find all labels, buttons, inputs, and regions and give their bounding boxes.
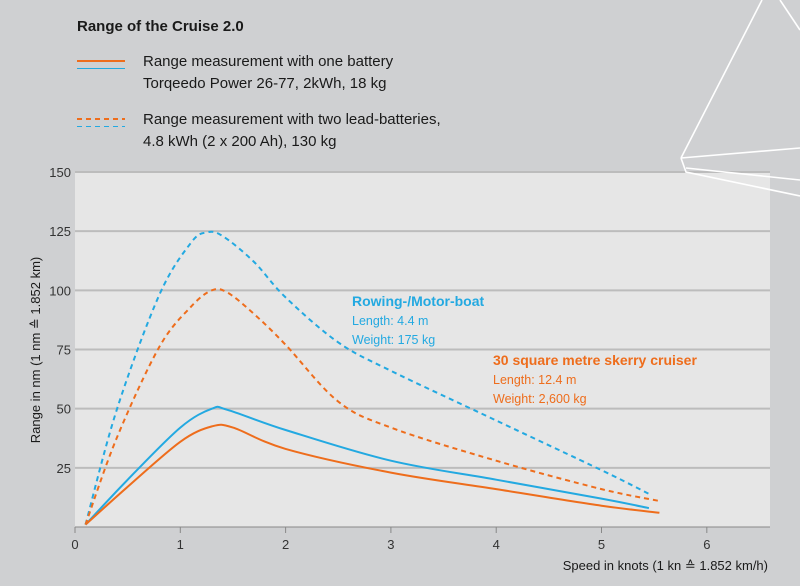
y-axis-label: Range in nm (1 nm ≙ 1.852 km) — [28, 257, 43, 443]
x-tick-label-1: 1 — [177, 537, 184, 552]
legend-dashed-line2: 4.8 kWh (2 x 200 Ah), 130 kg — [143, 133, 337, 150]
x-tick-label-0: 0 — [71, 537, 78, 552]
series-line-2-orange-solid — [84, 423, 660, 526]
solid-line-swatch — [77, 60, 125, 69]
x-tick-label-6: 6 — [703, 537, 710, 552]
y-tick-label-100: 100 — [49, 283, 71, 298]
dashed-line-swatch — [77, 118, 125, 127]
boat2-length: Length: 12.4 m — [493, 373, 576, 387]
x-tick-label-3: 3 — [387, 537, 394, 552]
y-tick-label-125: 125 — [49, 224, 71, 239]
y-tick-label-50: 50 — [57, 402, 71, 417]
x-tick-label-5: 5 — [598, 537, 605, 552]
boat2-weight: Weight: 2,600 kg — [493, 392, 587, 406]
boat1-weight: Weight: 175 kg — [352, 333, 435, 347]
series-line-3-blue-dashed — [84, 230, 650, 525]
legend-solid-line1: Range measurement with one battery — [143, 53, 394, 70]
y-tick-label-150: 150 — [49, 165, 71, 180]
x-tick-label-2: 2 — [282, 537, 289, 552]
boat2-title: 30 square metre skerry cruiser — [493, 352, 697, 368]
legend-dashed-line1: Range measurement with two lead-batterie… — [143, 111, 441, 128]
boat2-annotation: 30 square metre skerry cruiser Length: 1… — [493, 352, 697, 406]
y-tick-label-25: 25 — [57, 461, 71, 476]
y-tick-label-75: 75 — [57, 343, 71, 358]
series-line-4-orange-dashed — [84, 288, 660, 525]
x-tick-label-4: 4 — [493, 537, 500, 552]
gridlines — [75, 171, 770, 469]
sail-outline-decoration — [680, 0, 800, 197]
chart-title: Range of the Cruise 2.0 — [77, 18, 244, 35]
series-line-1-blue-solid — [84, 405, 650, 526]
legend-solid-line2: Torqeedo Power 26-77, 2kWh, 18 kg — [143, 75, 387, 92]
boat1-title: Rowing-/Motor-boat — [352, 293, 485, 309]
boat1-length: Length: 4.4 m — [352, 314, 428, 328]
axis-ticks: 0 1 2 3 4 5 6 25 50 75 100 125 150 — [49, 165, 770, 552]
series-lines — [84, 230, 660, 526]
boat1-annotation: Rowing-/Motor-boat Length: 4.4 m Weight:… — [352, 293, 485, 347]
x-axis-label: Speed in knots (1 kn ≙ 1.852 km/h) — [563, 558, 768, 573]
